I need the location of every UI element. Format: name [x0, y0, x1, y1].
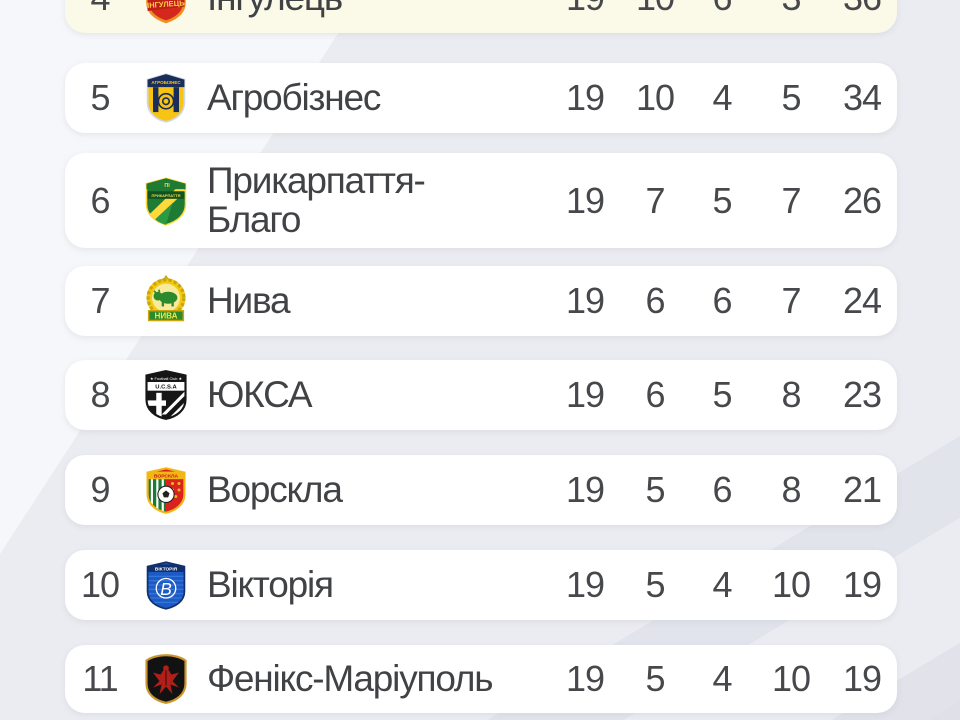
stat-lost: 10 [771, 564, 811, 605]
stat-drawn: 6 [712, 280, 732, 321]
position-number: 10 [80, 564, 120, 605]
position-number: 6 [90, 179, 110, 221]
table-row[interactable]: 9 ВОРСКЛА [65, 455, 897, 525]
stat-lost: 10 [771, 658, 811, 699]
svg-text:НИВА: НИВА [155, 311, 178, 320]
table-row[interactable]: 5 АГРОБІЗНЕС Агробізнес 19 10 4 5 34 [65, 63, 897, 133]
svg-text:ВІКТОРІЯ: ВІКТОРІЯ [155, 566, 178, 572]
team-name: Ворскла [207, 468, 343, 510]
ingulets-club-logo-icon: ІНГУЛЕЦЬ [135, 0, 197, 24]
stat-won: 5 [645, 469, 665, 510]
position-number: 7 [90, 280, 110, 321]
stat-points: 23 [842, 374, 882, 415]
svg-text:ПІ: ПІ [164, 182, 170, 188]
stat-drawn: 6 [689, 0, 755, 19]
table-row[interactable]: 7 НИВА Нива 19 6 6 [65, 266, 897, 336]
stat-won: 6 [645, 374, 665, 415]
stat-played: 19 [565, 564, 605, 605]
team-name: ЮКСА [207, 373, 313, 415]
stat-won: 10 [635, 77, 675, 118]
svg-text:В: В [160, 579, 172, 599]
stat-won: 5 [645, 658, 665, 699]
stat-played: 19 [565, 374, 605, 415]
stat-played: 19 [565, 179, 605, 221]
table-row[interactable]: 11 Фенікс-Маріуполь 19 5 4 10 19 [65, 645, 897, 713]
team-name: Прикарпаття-Благо [207, 159, 426, 240]
stat-won: 10 [621, 0, 689, 19]
prykarpattia-club-logo-icon: ПІ ПРИКАРПАТТЯ [135, 175, 197, 227]
stat-drawn: 6 [712, 469, 732, 510]
vorskla-club-logo-icon: ВОРСКЛА [135, 464, 197, 516]
stat-played: 19 [565, 469, 605, 510]
position-number: 11 [82, 658, 118, 699]
svg-text:АГРОБІЗНЕС: АГРОБІЗНЕС [151, 80, 181, 85]
svg-text:★ Football Club ★: ★ Football Club ★ [150, 376, 183, 381]
svg-text:ІНГУЛЕЦЬ: ІНГУЛЕЦЬ [147, 0, 186, 10]
position-number: 8 [90, 374, 110, 415]
team-name: Фенікс-Маріуполь [207, 657, 494, 699]
stat-lost: 7 [781, 179, 801, 221]
stat-drawn: 5 [712, 374, 732, 415]
stat-points: 19 [842, 564, 882, 605]
stat-won: 7 [645, 179, 665, 221]
position-number: 5 [90, 77, 110, 118]
team-name: Агробізнес [207, 76, 381, 118]
stat-points: 21 [842, 469, 882, 510]
stat-points: 36 [827, 0, 897, 19]
team-name: Нива [207, 279, 291, 321]
stat-points: 34 [842, 77, 882, 118]
team-name: Вікторія [207, 563, 334, 605]
position-number: 9 [90, 469, 110, 510]
stat-lost: 7 [781, 280, 801, 321]
stat-drawn: 5 [712, 179, 732, 221]
stat-lost: 5 [781, 77, 801, 118]
yuksa-club-logo-icon: ★ Football Club ★ U.C.S.A [135, 369, 197, 421]
stat-lost: 8 [781, 374, 801, 415]
agrobiznes-club-logo-icon: АГРОБІЗНЕС [135, 72, 197, 124]
viktoria-club-logo-icon: ВІКТОРІЯ В [135, 559, 197, 611]
stat-won: 5 [645, 564, 665, 605]
stat-played: 19 [565, 658, 605, 699]
stat-points: 26 [842, 179, 882, 221]
table-row[interactable]: 10 ВІКТОРІЯ [65, 550, 897, 620]
standings-table: 4 ІНГУЛЕЦЬ Інгулець 19 10 6 3 36 5 [65, 0, 897, 720]
feniks-mariupol-club-logo-icon [135, 653, 197, 705]
stat-played: 19 [565, 77, 605, 118]
stat-won: 6 [645, 280, 665, 321]
stat-drawn: 4 [712, 77, 732, 118]
svg-text:ВОРСКЛА: ВОРСКЛА [154, 473, 179, 479]
stat-played: 19 [565, 280, 605, 321]
position-number: 4 [65, 0, 135, 19]
nyva-club-logo-icon: НИВА [135, 275, 197, 327]
table-row[interactable]: 4 ІНГУЛЕЦЬ Інгулець 19 10 6 3 36 [65, 0, 897, 33]
stat-lost: 8 [781, 469, 801, 510]
stat-points: 19 [842, 658, 882, 699]
stat-lost: 3 [755, 0, 827, 19]
table-row[interactable]: 6 ПІ ПРИКАРПАТТЯ Прикарпаття-Благо 19 7 … [65, 153, 897, 248]
svg-text:ПРИКАРПАТТЯ: ПРИКАРПАТТЯ [152, 193, 181, 198]
table-row[interactable]: 8 ★ Football Club ★ U.C.S.A [65, 360, 897, 430]
svg-text:U.C.S.A: U.C.S.A [155, 385, 177, 391]
stat-played: 19 [549, 0, 621, 19]
stat-drawn: 4 [712, 564, 732, 605]
team-name: Інгулець [197, 0, 549, 17]
stat-drawn: 4 [712, 658, 732, 699]
stat-points: 24 [842, 280, 882, 321]
